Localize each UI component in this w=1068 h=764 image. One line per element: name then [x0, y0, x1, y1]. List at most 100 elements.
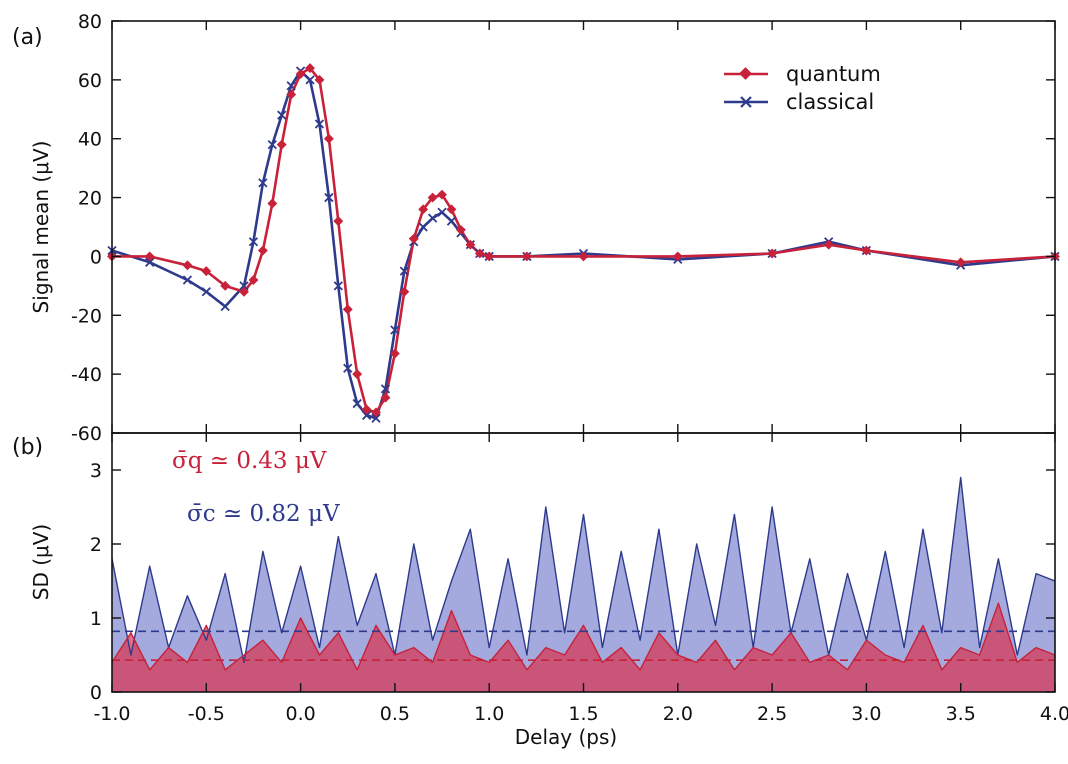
marker-classical-21 — [390, 325, 400, 335]
marker-classical-14 — [324, 192, 334, 203]
b-xtick-label-10: 4.0 — [1040, 703, 1068, 725]
b-xtick-label-6: 2.0 — [663, 703, 693, 725]
a-ytick-label-2: -20 — [71, 305, 102, 327]
marker-classical-6 — [248, 237, 259, 247]
marker-classical-26 — [437, 207, 447, 217]
b-xtick-label-0: -1.0 — [93, 703, 130, 725]
marker-classical-1 — [145, 257, 155, 267]
b-xtick-label-8: 3.0 — [851, 703, 881, 725]
legend-quantum-marker — [739, 67, 752, 80]
marker-quantum-15 — [333, 216, 344, 227]
marker-quantum-28 — [455, 224, 466, 235]
marker-quantum-6 — [248, 275, 259, 285]
b-ytick-label-3: 3 — [90, 460, 102, 482]
marker-quantum-29 — [465, 239, 476, 250]
marker-classical-20 — [380, 384, 391, 394]
marker-classical-8 — [267, 139, 277, 150]
panel-b-y-ticks: 0 1 2 3 — [90, 460, 1055, 704]
series-line-quantum — [112, 66, 1056, 414]
a-ytick-label-4: 20 — [78, 188, 102, 210]
marker-classical-4 — [220, 301, 230, 312]
marker-quantum-7 — [257, 245, 268, 256]
a-ytick-label-6: 60 — [78, 70, 102, 92]
a-ytick-label-5: 40 — [78, 129, 102, 151]
panel-b-standard-deviation: 0 1 2 3 -1.0 -0.5 0.0 0.5 1.0 1.5 2.0 2.5 3.0 3.5 4.0… — [12, 432, 1068, 749]
marker-quantum-17 — [352, 369, 363, 380]
marker-quantum-18 — [361, 404, 372, 415]
marker-quantum-24 — [418, 204, 429, 215]
marker-classical-19 — [371, 413, 381, 423]
legend-quantum-label: quantum — [786, 62, 881, 86]
marker-quantum-14 — [323, 133, 334, 144]
a-ytick-label-1: -40 — [71, 364, 102, 386]
marker-quantum-35 — [767, 248, 778, 259]
area-quantum — [112, 603, 1055, 692]
panel-a-lines — [111, 66, 1056, 420]
panel-b-label: (b) — [12, 435, 43, 460]
b-xtick-label-7: 2.5 — [757, 703, 787, 725]
marker-quantum-20 — [380, 392, 391, 403]
marker-quantum-23 — [408, 233, 419, 244]
b-ytick-label-0: 0 — [90, 682, 102, 704]
marker-classical-5 — [239, 281, 249, 291]
marker-classical-3 — [201, 287, 211, 297]
marker-quantum-30 — [474, 248, 485, 259]
marker-classical-22 — [399, 266, 409, 276]
marker-quantum-1 — [144, 251, 155, 262]
marker-classical-18 — [361, 410, 372, 420]
marker-classical-2 — [182, 275, 193, 285]
marker-quantum-16 — [342, 304, 353, 315]
b-xtick-label-3: 0.5 — [380, 703, 410, 725]
marker-quantum-33 — [578, 251, 589, 262]
marker-quantum-5 — [239, 286, 249, 297]
a-ytick-label-0: -60 — [71, 423, 102, 445]
area-classical — [112, 477, 1055, 692]
legend: quantum classical — [724, 62, 881, 114]
legend-classical-marker — [740, 96, 752, 108]
marker-classical-27 — [446, 216, 457, 226]
marker-classical-24 — [418, 222, 428, 232]
marker-classical-12 — [305, 75, 315, 85]
area-line-classical — [111, 476, 1056, 664]
marker-quantum-21 — [389, 348, 400, 359]
marker-quantum-32 — [521, 251, 532, 262]
b-ytick-label-1: 1 — [90, 608, 102, 630]
marker-quantum-31 — [484, 251, 495, 262]
marker-quantum-2 — [182, 260, 193, 271]
marker-classical-25 — [427, 213, 438, 223]
marker-classical-15 — [333, 281, 343, 291]
a-ytick-label-7: 80 — [78, 11, 102, 33]
marker-quantum-4 — [220, 280, 231, 291]
panel-b-mean-lines — [112, 630, 1055, 661]
marker-quantum-3 — [201, 266, 212, 277]
marker-classical-10 — [286, 81, 296, 91]
b-ytick-label-2: 2 — [90, 534, 102, 556]
annotation-sigma-classical: σ̄c ≃ 0.82 μV — [187, 501, 340, 527]
panel-b-y-axis-title: SD (μV) — [29, 524, 53, 600]
marker-classical-9 — [277, 110, 287, 120]
panel-b-x-ticks: -1.0 -0.5 0.0 0.5 1.0 1.5 2.0 2.5 3.0 3.5 4.0 — [93, 433, 1068, 725]
annotation-sigma-quantum: σ̄q ≃ 0.43 μV — [172, 448, 327, 474]
marker-quantum-9 — [276, 139, 287, 150]
b-xtick-label-1: -0.5 — [188, 703, 225, 725]
panel-b-fills — [112, 477, 1055, 692]
marker-quantum-25 — [427, 192, 438, 203]
legend-classical-label: classical — [786, 90, 874, 114]
marker-classical-16 — [343, 363, 353, 373]
marker-quantum-34 — [672, 251, 683, 262]
panel-a-x-ticks — [111, 21, 1056, 433]
marker-quantum-8 — [267, 198, 278, 209]
b-xtick-label-4: 1.0 — [474, 703, 504, 725]
panel-a-label: (a) — [12, 25, 43, 50]
b-xtick-label-5: 1.5 — [568, 703, 598, 725]
marker-classical-13 — [314, 119, 325, 129]
panel-a-y-axis-title: Signal mean (μV) — [29, 141, 53, 314]
marker-classical-17 — [352, 398, 362, 409]
b-xtick-label-9: 3.5 — [946, 703, 976, 725]
a-ytick-label-3: 0 — [90, 246, 102, 268]
panel-a-y-ticks: -60 -40 -20 0 20 40 60 80 — [71, 11, 1055, 445]
b-xtick-label-2: 0.0 — [285, 703, 315, 725]
marker-quantum-26 — [437, 189, 447, 200]
